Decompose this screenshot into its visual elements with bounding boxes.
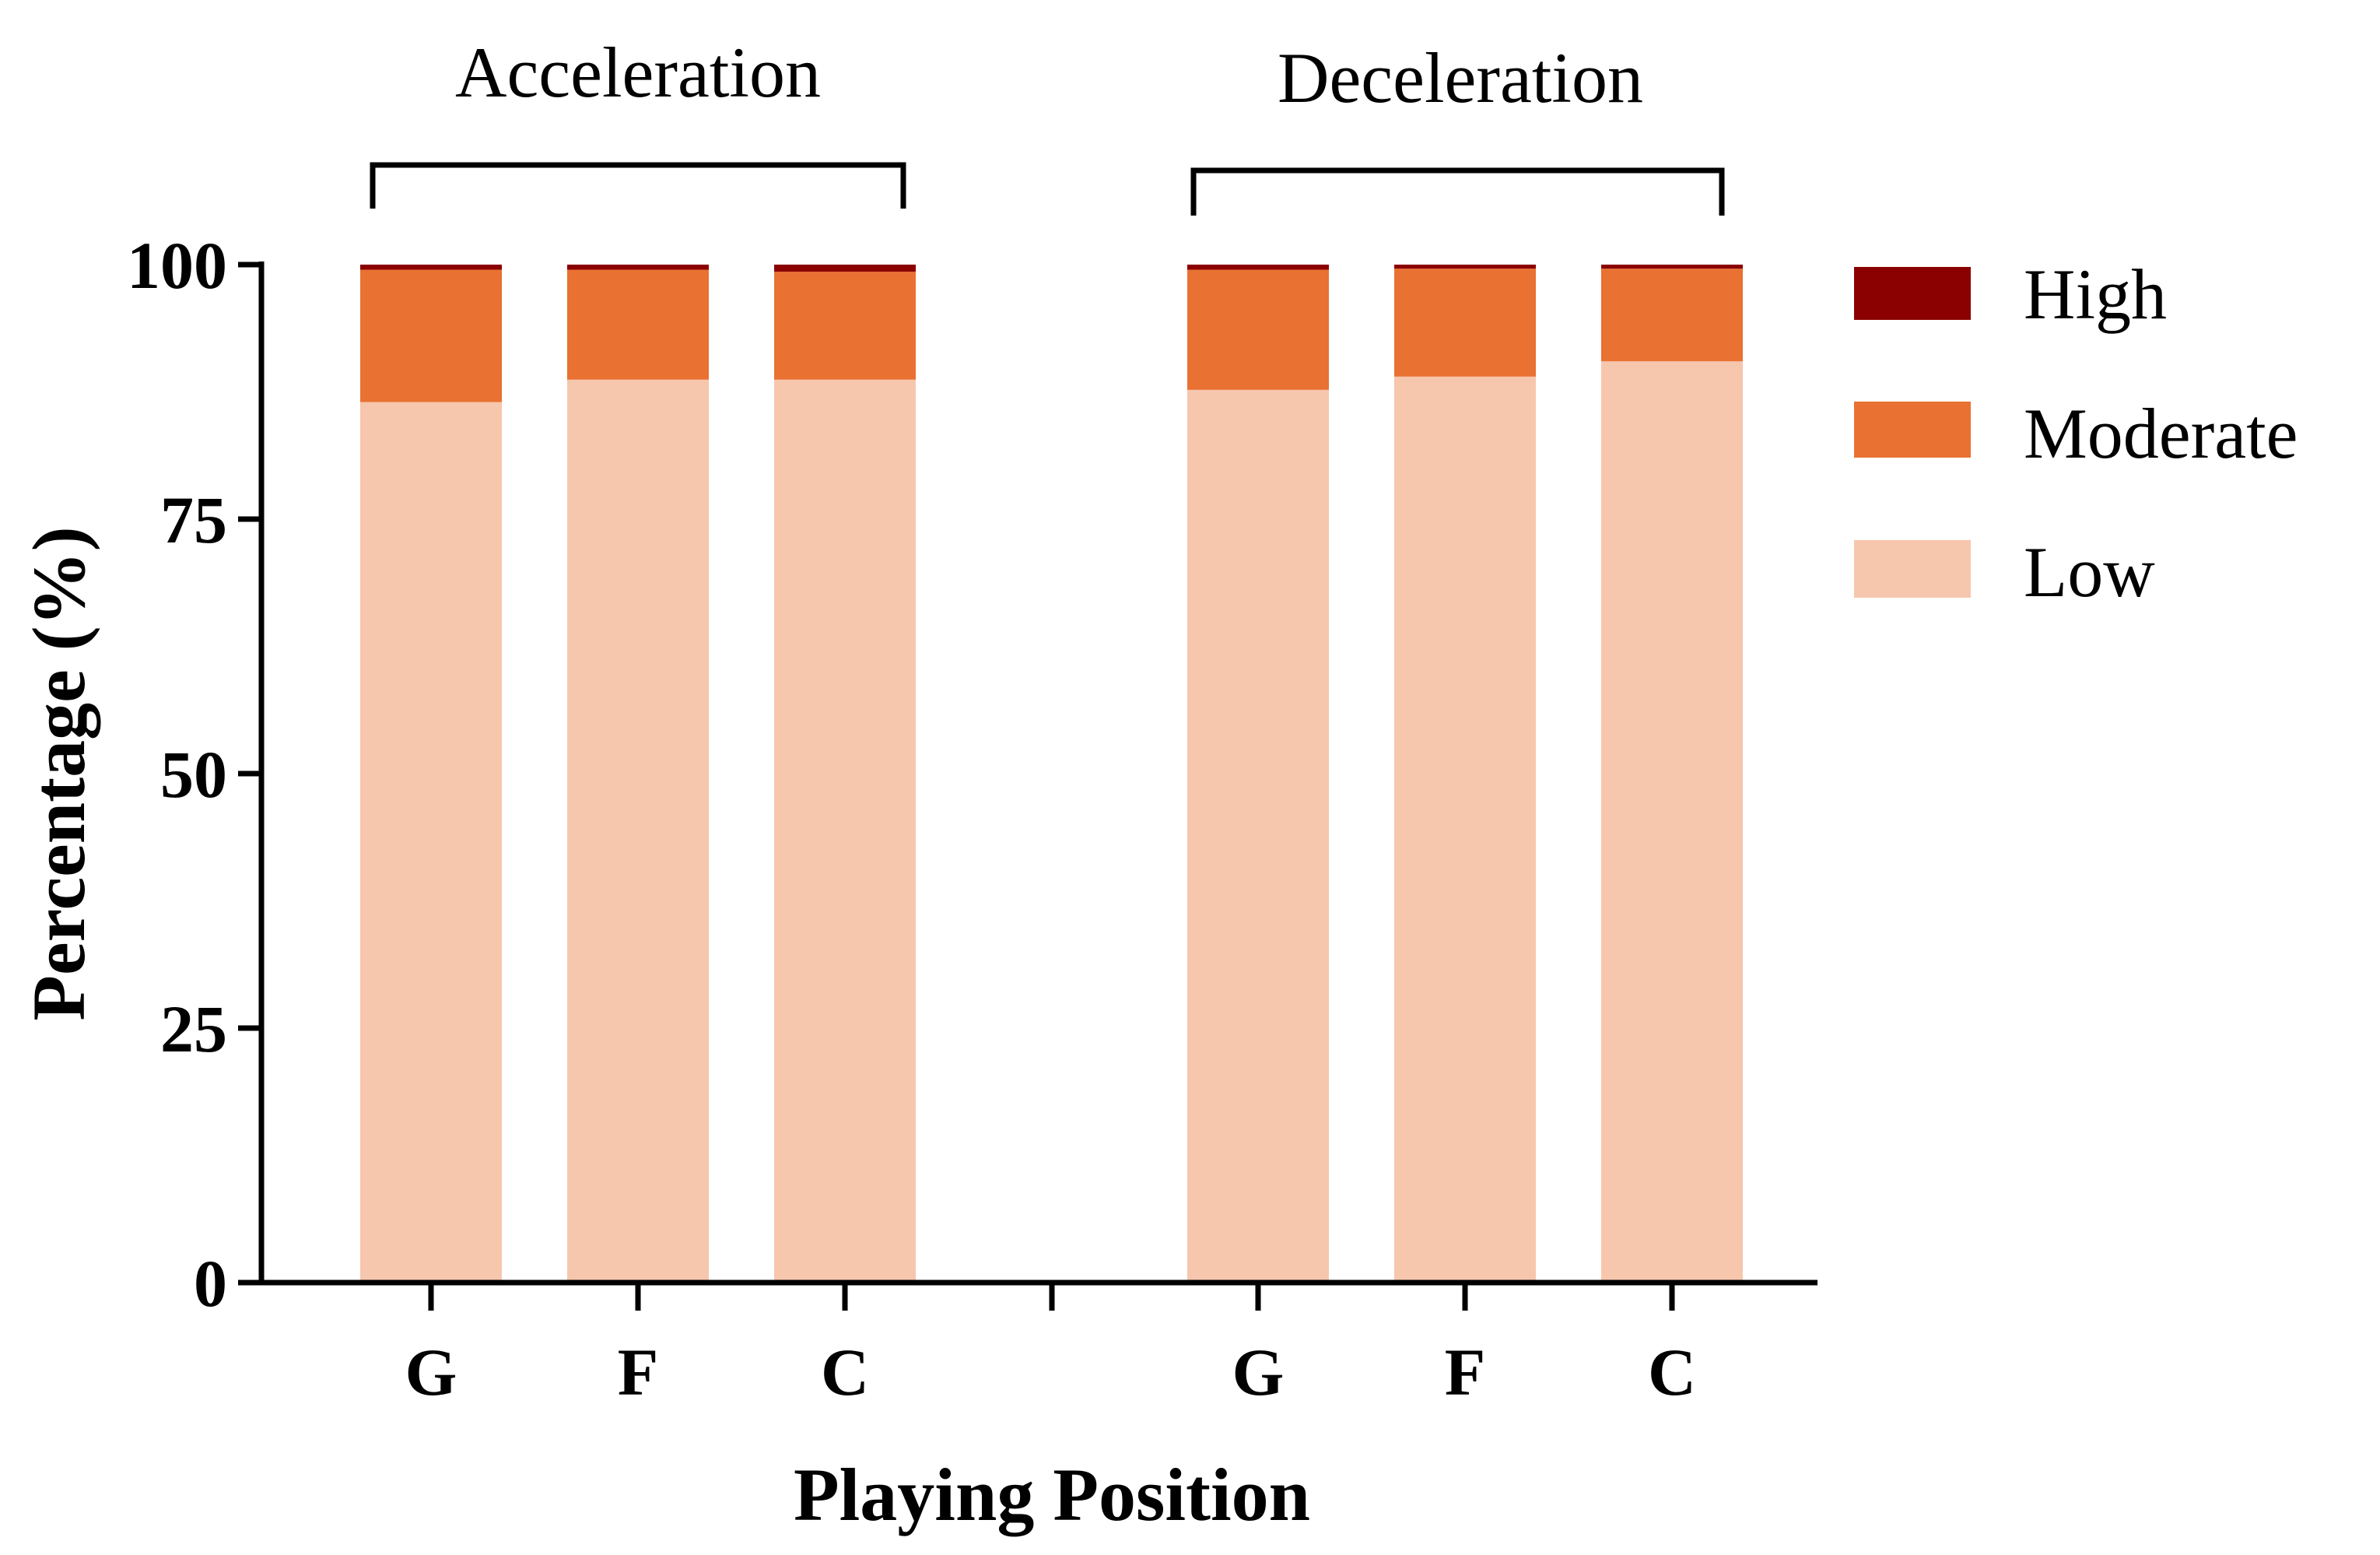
axes-layer	[238, 162, 1817, 1311]
bar-segment-low-1	[567, 379, 709, 1283]
bar-segment-moderate-2	[774, 272, 916, 380]
x-axis-title: Playing Position	[794, 1453, 1310, 1536]
bar-segment-high-1	[567, 265, 709, 270]
bar-segment-moderate-4	[1394, 269, 1536, 377]
bar-segment-high-2	[774, 265, 916, 272]
legend: High Moderate Low	[1854, 254, 2298, 612]
bar-segment-high-5	[1601, 265, 1743, 269]
y-tick-label-0: 0	[194, 1246, 227, 1321]
y-tick-label-4: 100	[127, 228, 227, 303]
group-bracket-1	[1190, 167, 1725, 216]
x-tick-label-4: F	[1445, 1335, 1486, 1409]
x-tick-label-0: G	[405, 1335, 457, 1409]
bar-segment-low-5	[1601, 361, 1743, 1283]
bar-segment-low-4	[1394, 376, 1536, 1283]
bars-layer	[360, 265, 1743, 1283]
bar-segment-moderate-1	[567, 269, 709, 380]
bar-segment-high-3	[1187, 265, 1329, 270]
bar-segment-low-2	[774, 379, 916, 1283]
bar-segment-low-3	[1187, 389, 1329, 1283]
bar-segment-moderate-5	[1601, 269, 1743, 362]
y-axis-title: Percentage (%)	[17, 526, 100, 1020]
y-tick-label-3: 75	[160, 483, 227, 557]
legend-label-moderate: Moderate	[2024, 394, 2298, 473]
y-tick-label-1: 25	[160, 992, 227, 1066]
group-label-0: Acceleration	[455, 33, 821, 112]
legend-label-low: Low	[2024, 532, 2155, 612]
bar-segment-high-4	[1394, 265, 1536, 269]
labels-layer: 0 25 50 75 100 G F C G F C Playing Position Percenta…	[17, 33, 1696, 1536]
bar-segment-moderate-0	[360, 269, 502, 402]
legend-label-high: High	[2024, 254, 2167, 334]
legend-swatch-high	[1854, 267, 1971, 320]
bar-segment-low-0	[360, 402, 502, 1283]
x-tick-label-5: C	[1648, 1335, 1696, 1409]
x-tick-label-1: F	[618, 1335, 659, 1409]
x-tick-label-2: C	[821, 1335, 869, 1409]
group-bracket-0	[370, 162, 906, 209]
bar-segment-high-0	[360, 265, 502, 270]
legend-swatch-low	[1854, 540, 1971, 598]
legend-swatch-moderate	[1854, 402, 1971, 458]
group-label-1: Deceleration	[1278, 38, 1643, 118]
y-tick-label-2: 50	[160, 737, 227, 812]
x-tick-label-3: G	[1232, 1335, 1285, 1409]
bar-segment-moderate-3	[1187, 269, 1329, 390]
